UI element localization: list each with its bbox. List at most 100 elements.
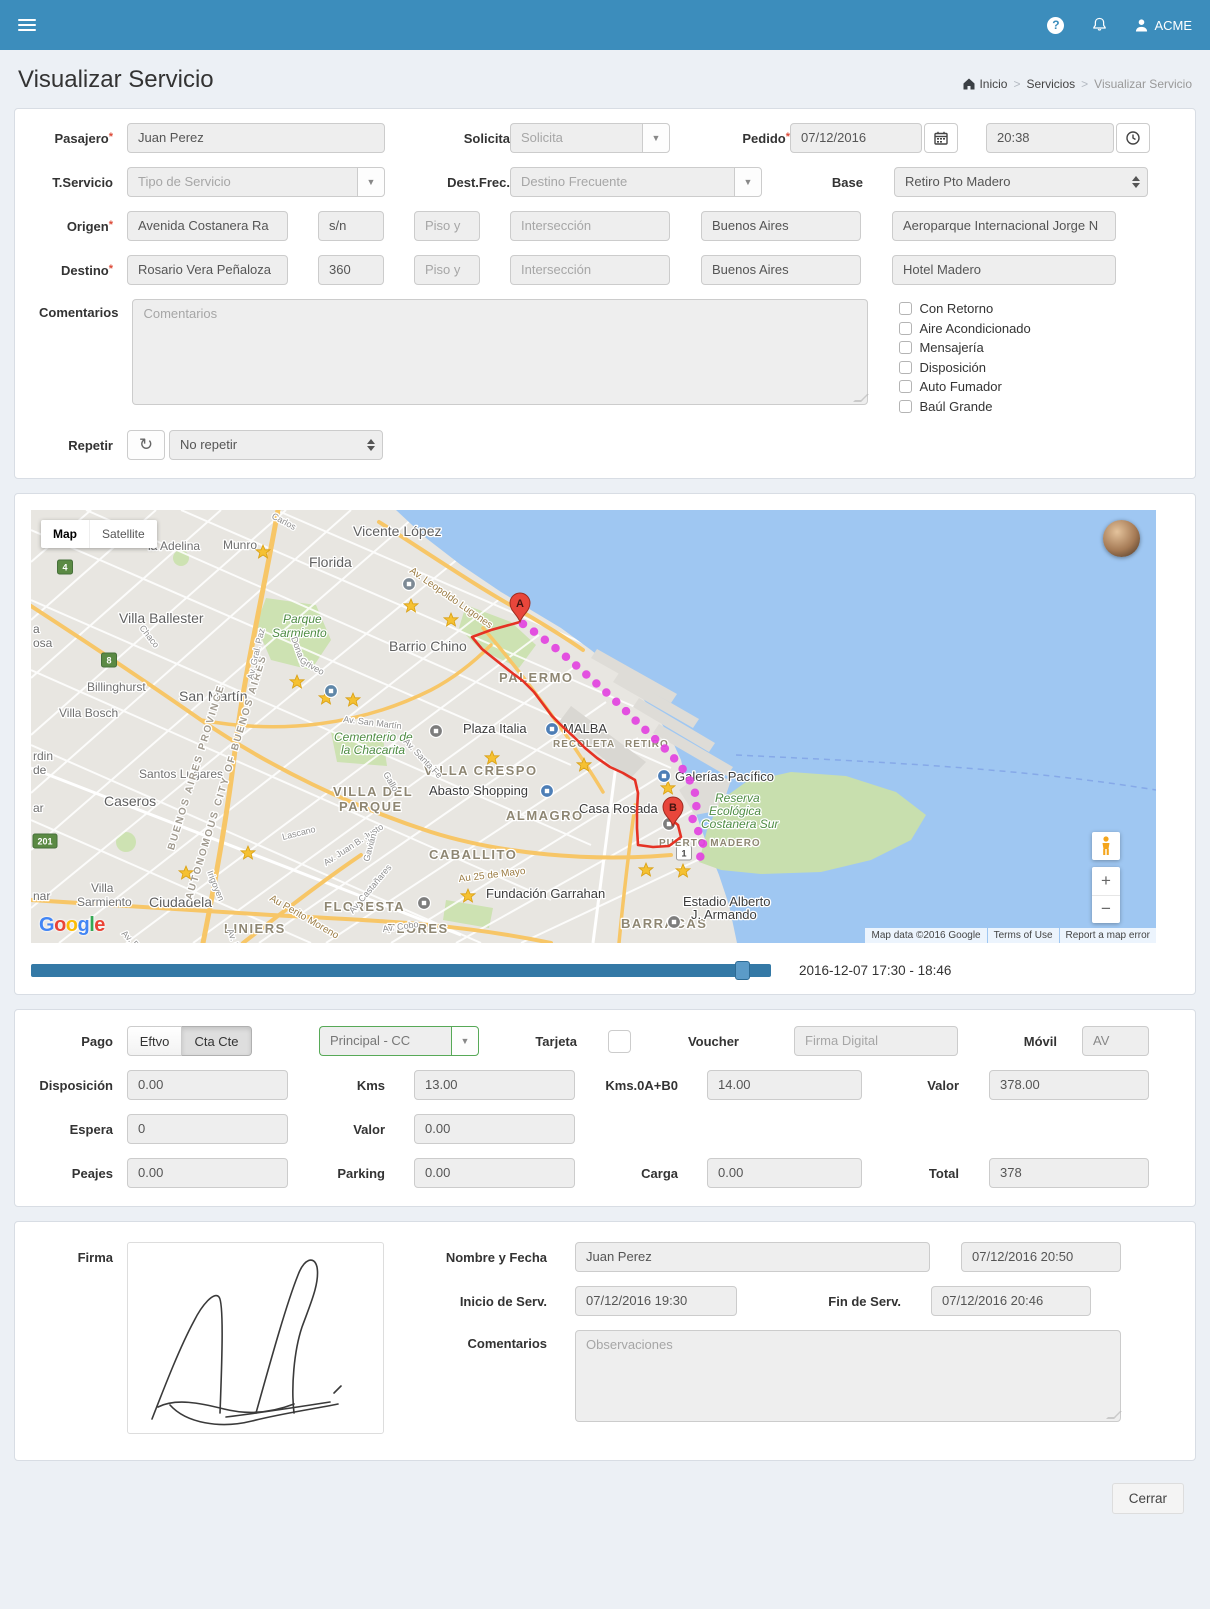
- movil-input[interactable]: AV: [1082, 1026, 1149, 1056]
- favorite-star-icon[interactable]: [483, 749, 501, 765]
- pedido-date-input[interactable]: 07/12/2016: [790, 123, 922, 153]
- user-menu[interactable]: ACME: [1135, 18, 1192, 33]
- timeline-slider[interactable]: [31, 961, 771, 980]
- clock-button[interactable]: [1116, 123, 1150, 153]
- origen-street-input[interactable]: Avenida Costanera Ra: [127, 211, 288, 241]
- refresh-button[interactable]: ↻: [127, 430, 165, 460]
- kms0ab0-input[interactable]: 14.00: [707, 1070, 862, 1100]
- espera-input[interactable]: 0: [127, 1114, 288, 1144]
- favorite-star-icon[interactable]: [254, 543, 272, 559]
- google-logo[interactable]: Google: [39, 914, 105, 936]
- destino-number-input[interactable]: 360: [318, 255, 384, 285]
- map-marker-a[interactable]: A: [509, 592, 531, 624]
- terms-link[interactable]: Terms of Use: [987, 928, 1059, 943]
- poi-icon[interactable]: [428, 723, 444, 739]
- origen-interseccion-input[interactable]: Intersección: [510, 211, 670, 241]
- favorite-star-icon[interactable]: [288, 673, 306, 689]
- poi-icon[interactable]: [656, 768, 672, 784]
- favorite-star-icon[interactable]: [637, 861, 655, 877]
- map-type-map-button[interactable]: Map: [53, 527, 77, 541]
- option-ba-l-grande[interactable]: Baúl Grande: [899, 397, 1030, 417]
- option-mensajer-a[interactable]: Mensajería: [899, 338, 1030, 358]
- checkbox-icon[interactable]: [899, 302, 913, 316]
- account-combobox[interactable]: Principal - CC ▼: [319, 1026, 479, 1056]
- timeline-slider-handle[interactable]: [734, 961, 750, 980]
- destino-place-input[interactable]: Hotel Madero: [892, 255, 1116, 285]
- chevron-down-icon[interactable]: ▼: [642, 123, 670, 153]
- map-type-satellite-button[interactable]: Satellite: [89, 520, 157, 548]
- carga-input[interactable]: 0.00: [707, 1158, 862, 1188]
- checkbox-icon[interactable]: [899, 380, 913, 394]
- comentarios-textarea[interactable]: Comentarios: [132, 299, 870, 405]
- sidebar-toggle-icon[interactable]: [18, 16, 36, 34]
- valor2-input[interactable]: 0.00: [414, 1114, 575, 1144]
- favorite-star-icon[interactable]: [575, 756, 593, 772]
- nombre-fecha-input[interactable]: 07/12/2016 20:50: [961, 1242, 1121, 1272]
- map-marker-b[interactable]: B: [662, 796, 684, 828]
- nombre-input[interactable]: Juan Perez: [575, 1242, 930, 1272]
- poi-icon[interactable]: [401, 576, 417, 592]
- report-error-link[interactable]: Report a map error: [1059, 928, 1156, 943]
- parking-input[interactable]: 0.00: [414, 1158, 575, 1188]
- base-select[interactable]: Retiro Pto Madero: [894, 167, 1148, 197]
- origen-piso-input[interactable]: Piso y: [414, 211, 480, 241]
- checkbox-icon[interactable]: [899, 321, 913, 335]
- solicita-combobox[interactable]: Solicita ▼: [510, 123, 670, 153]
- favorite-star-icon[interactable]: [177, 864, 195, 880]
- origen-city-input[interactable]: Buenos Aires: [701, 211, 861, 241]
- street-view-avatar[interactable]: [1103, 520, 1140, 557]
- checkbox-icon[interactable]: [899, 341, 913, 355]
- tarjeta-checkbox[interactable]: [608, 1029, 631, 1053]
- fin-serv-input[interactable]: 07/12/2016 20:46: [931, 1286, 1091, 1316]
- calendar-button[interactable]: [924, 123, 958, 153]
- checkbox-icon[interactable]: [899, 399, 913, 413]
- pago-eftvo-button[interactable]: Eftvo: [127, 1026, 182, 1056]
- observaciones-textarea[interactable]: Observaciones: [575, 1330, 1122, 1422]
- zoom-in-button[interactable]: +: [1092, 867, 1120, 896]
- poi-icon[interactable]: [416, 895, 432, 911]
- origen-number-input[interactable]: s/n: [318, 211, 384, 241]
- destino-piso-input[interactable]: Piso y: [414, 255, 480, 285]
- destino-street-input[interactable]: Rosario Vera Peñaloza: [127, 255, 288, 285]
- inicio-serv-input[interactable]: 07/12/2016 19:30: [575, 1286, 737, 1316]
- favorite-star-icon[interactable]: [674, 862, 692, 878]
- option-disposici-n[interactable]: Disposición: [899, 358, 1030, 378]
- map-type-control[interactable]: Map Satellite: [41, 520, 157, 548]
- origen-place-input[interactable]: Aeroparque Internacional Jorge N: [892, 211, 1116, 241]
- option-auto-fumador[interactable]: Auto Fumador: [899, 377, 1030, 397]
- tservicio-combobox[interactable]: Tipo de Servicio ▼: [127, 167, 385, 197]
- favorite-star-icon[interactable]: [239, 844, 257, 860]
- favorite-star-icon[interactable]: [402, 597, 420, 613]
- poi-icon[interactable]: [323, 683, 339, 699]
- repetir-select[interactable]: No repetir: [169, 430, 383, 460]
- poi-icon[interactable]: [666, 914, 682, 930]
- destino-city-input[interactable]: Buenos Aires: [701, 255, 861, 285]
- close-button[interactable]: Cerrar: [1111, 1483, 1184, 1514]
- google-map[interactable]: 4 8 201 1 Carlos la Adelina Munro Vicente López…: [31, 510, 1156, 943]
- destfrec-combobox[interactable]: Destino Frecuente ▼: [510, 167, 762, 197]
- peajes-input[interactable]: 0.00: [127, 1158, 288, 1188]
- kms-input[interactable]: 13.00: [414, 1070, 575, 1100]
- favorite-star-icon[interactable]: [459, 887, 477, 903]
- voucher-input[interactable]: Firma Digital: [794, 1026, 958, 1056]
- chevron-down-icon[interactable]: ▼: [734, 167, 762, 197]
- zoom-out-button[interactable]: −: [1101, 899, 1111, 919]
- poi-icon[interactable]: [539, 783, 555, 799]
- help-button[interactable]: ?: [1047, 16, 1065, 34]
- chevron-down-icon[interactable]: ▼: [357, 167, 385, 197]
- destino-interseccion-input[interactable]: Intersección: [510, 255, 670, 285]
- valor-input[interactable]: 378.00: [989, 1070, 1149, 1100]
- notifications-button[interactable]: [1092, 17, 1107, 33]
- breadcrumb-servicios[interactable]: Servicios: [1026, 77, 1076, 91]
- disposicion-input[interactable]: 0.00: [127, 1070, 288, 1100]
- checkbox-icon[interactable]: [899, 360, 913, 374]
- pegman-button[interactable]: [1092, 832, 1120, 860]
- pasajero-input[interactable]: Juan Perez: [127, 123, 385, 153]
- pago-ctacte-button[interactable]: Cta Cte: [182, 1026, 252, 1056]
- favorite-star-icon[interactable]: [344, 691, 362, 707]
- total-input[interactable]: 378: [989, 1158, 1149, 1188]
- favorite-star-icon[interactable]: [442, 611, 460, 627]
- favorite-star-icon[interactable]: [659, 779, 677, 795]
- option-con-retorno[interactable]: Con Retorno: [899, 299, 1030, 319]
- breadcrumb-home[interactable]: Inicio: [963, 77, 1007, 91]
